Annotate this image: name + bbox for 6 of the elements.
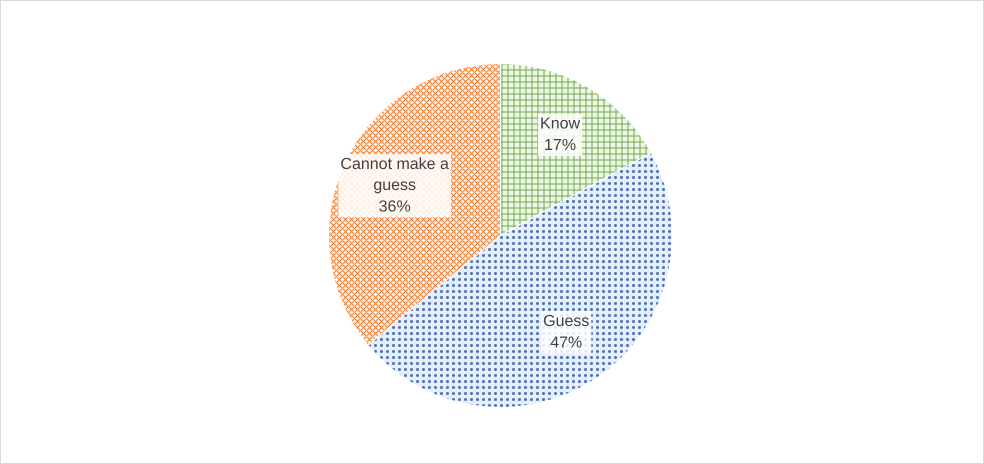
slice-label: Guess [543, 313, 590, 330]
slice-label: Cannot make a guess [340, 156, 450, 194]
data-label: 17% [544, 136, 576, 154]
data-label: 47% [550, 334, 582, 352]
data-label: 36% [378, 198, 411, 216]
slice-label: Know [540, 116, 580, 133]
